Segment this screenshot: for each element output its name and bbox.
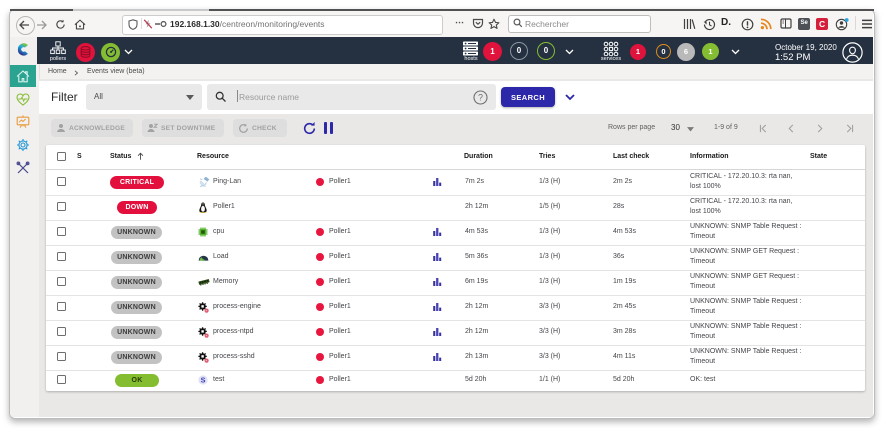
svg-text:?: ? <box>478 93 483 103</box>
svg-text:S: S <box>201 375 206 384</box>
